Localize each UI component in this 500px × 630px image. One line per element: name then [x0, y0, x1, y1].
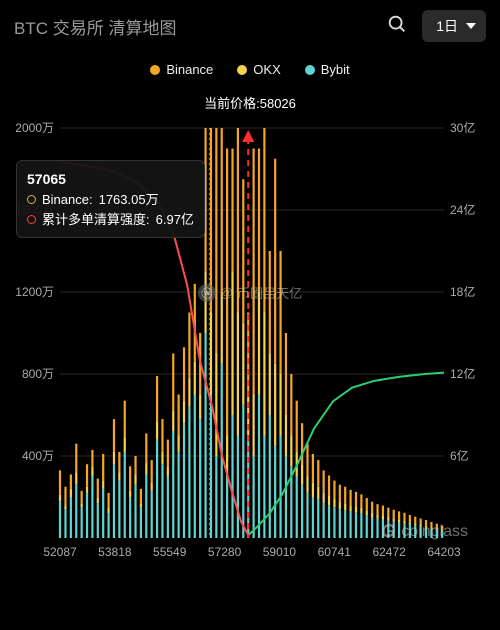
- svg-text:12亿: 12亿: [450, 366, 475, 381]
- svg-text:6亿: 6亿: [450, 448, 469, 463]
- svg-text:57280: 57280: [208, 545, 242, 559]
- legend-item-bybit[interactable]: Bybit: [305, 62, 350, 77]
- legend-label: Bybit: [321, 62, 350, 77]
- legend-label: Binance: [166, 62, 213, 77]
- svg-text:62472: 62472: [372, 545, 406, 559]
- svg-text:64203: 64203: [427, 545, 461, 559]
- search-icon[interactable]: [386, 13, 408, 40]
- svg-text:59010: 59010: [263, 545, 297, 559]
- tooltip-dot: [27, 195, 36, 204]
- timeframe-label: 1日: [436, 16, 458, 36]
- legend-dot: [237, 65, 247, 75]
- header-actions: 1日: [386, 10, 486, 42]
- chart-container: 400万6亿800万12亿1200万18亿1600万24亿2000万30亿520…: [12, 118, 488, 578]
- svg-text:52087: 52087: [43, 545, 77, 559]
- legend-item-binance[interactable]: Binance: [150, 62, 213, 77]
- current-price-label: 当前价格:58026: [0, 93, 500, 112]
- svg-text:60741: 60741: [318, 545, 352, 559]
- legend: Binance OKX Bybit: [0, 62, 500, 77]
- svg-text:53818: 53818: [98, 545, 132, 559]
- tooltip-dot: [27, 215, 36, 224]
- tooltip-row: Binance: 1763.05万: [27, 190, 194, 210]
- svg-text:1200万: 1200万: [15, 285, 54, 299]
- chevron-down-icon: [466, 23, 476, 29]
- legend-dot: [305, 65, 315, 75]
- page-title: BTC 交易所 清算地图: [14, 14, 176, 39]
- svg-text:2000万: 2000万: [15, 121, 54, 135]
- svg-text:24亿: 24亿: [450, 202, 475, 217]
- header: BTC 交易所 清算地图 1日: [0, 0, 500, 48]
- svg-text:18亿: 18亿: [450, 284, 475, 299]
- legend-label: OKX: [253, 62, 280, 77]
- tooltip-x: 57065: [27, 169, 194, 190]
- chart-tooltip: 57065 Binance: 1763.05万 累计多单清算强度: 6.97亿: [16, 160, 205, 238]
- legend-item-okx[interactable]: OKX: [237, 62, 280, 77]
- timeframe-select[interactable]: 1日: [422, 10, 486, 42]
- svg-text:400万: 400万: [22, 449, 54, 463]
- svg-text:800万: 800万: [22, 367, 54, 381]
- svg-text:30亿: 30亿: [450, 120, 475, 135]
- svg-text:55549: 55549: [153, 545, 187, 559]
- tooltip-row: 累计多单清算强度: 6.97亿: [27, 210, 194, 230]
- legend-dot: [150, 65, 160, 75]
